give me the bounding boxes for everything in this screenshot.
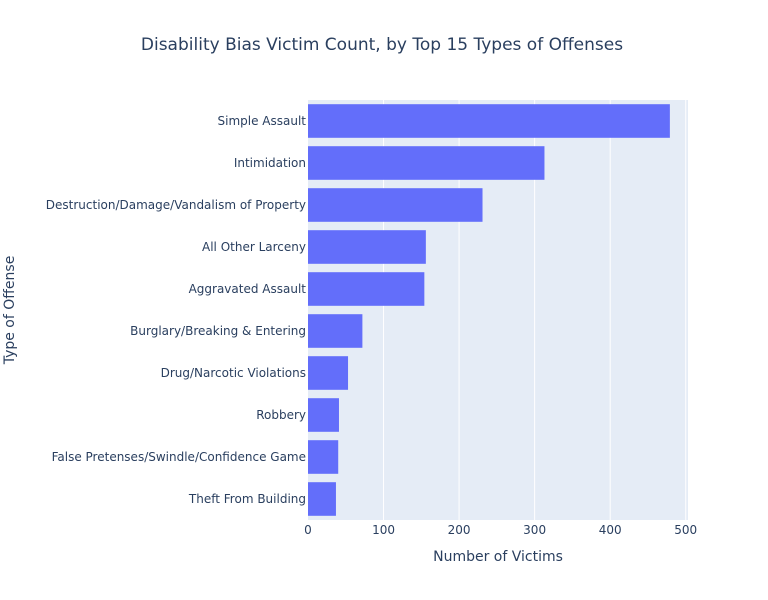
y-tick-label: Robbery — [256, 408, 306, 422]
bar — [308, 188, 483, 222]
bar — [308, 272, 425, 306]
bar — [308, 482, 336, 516]
y-tick-label: Burglary/Breaking & Entering — [130, 324, 306, 338]
bar — [308, 398, 339, 432]
x-tick-label: 300 — [523, 523, 546, 537]
bar — [308, 440, 339, 474]
x-tick-label: 100 — [372, 523, 395, 537]
bar — [308, 104, 670, 138]
bar — [308, 230, 426, 264]
y-tick-label: Theft From Building — [188, 492, 306, 506]
y-tick-label: Aggravated Assault — [189, 282, 307, 296]
x-axis-title: Number of Victims — [433, 549, 563, 565]
y-axis-title: Type of Offense — [2, 256, 18, 366]
x-tick-label: 0 — [304, 523, 312, 537]
x-tick-labels: 0 100 200 300 400 500 — [304, 523, 697, 537]
x-tick-label: 400 — [599, 523, 622, 537]
x-tick-label: 200 — [448, 523, 471, 537]
chart-title: Disability Bias Victim Count, by Top 15 … — [141, 35, 623, 55]
bars — [308, 104, 670, 516]
y-tick-label: Destruction/Damage/Vandalism of Property — [46, 198, 306, 212]
y-tick-label: Simple Assault — [218, 114, 307, 128]
y-tick-label: Drug/Narcotic Violations — [161, 366, 306, 380]
y-tick-label: Intimidation — [234, 156, 306, 170]
y-tick-label: False Pretenses/Swindle/Confidence Game — [52, 450, 306, 464]
bar — [308, 314, 363, 348]
x-tick-label: 500 — [674, 523, 697, 537]
y-tick-label: All Other Larceny — [202, 240, 306, 254]
bar — [308, 146, 545, 180]
bar — [308, 356, 349, 390]
y-tick-labels: Simple Assault Intimidation Destruction/Da… — [46, 114, 307, 506]
